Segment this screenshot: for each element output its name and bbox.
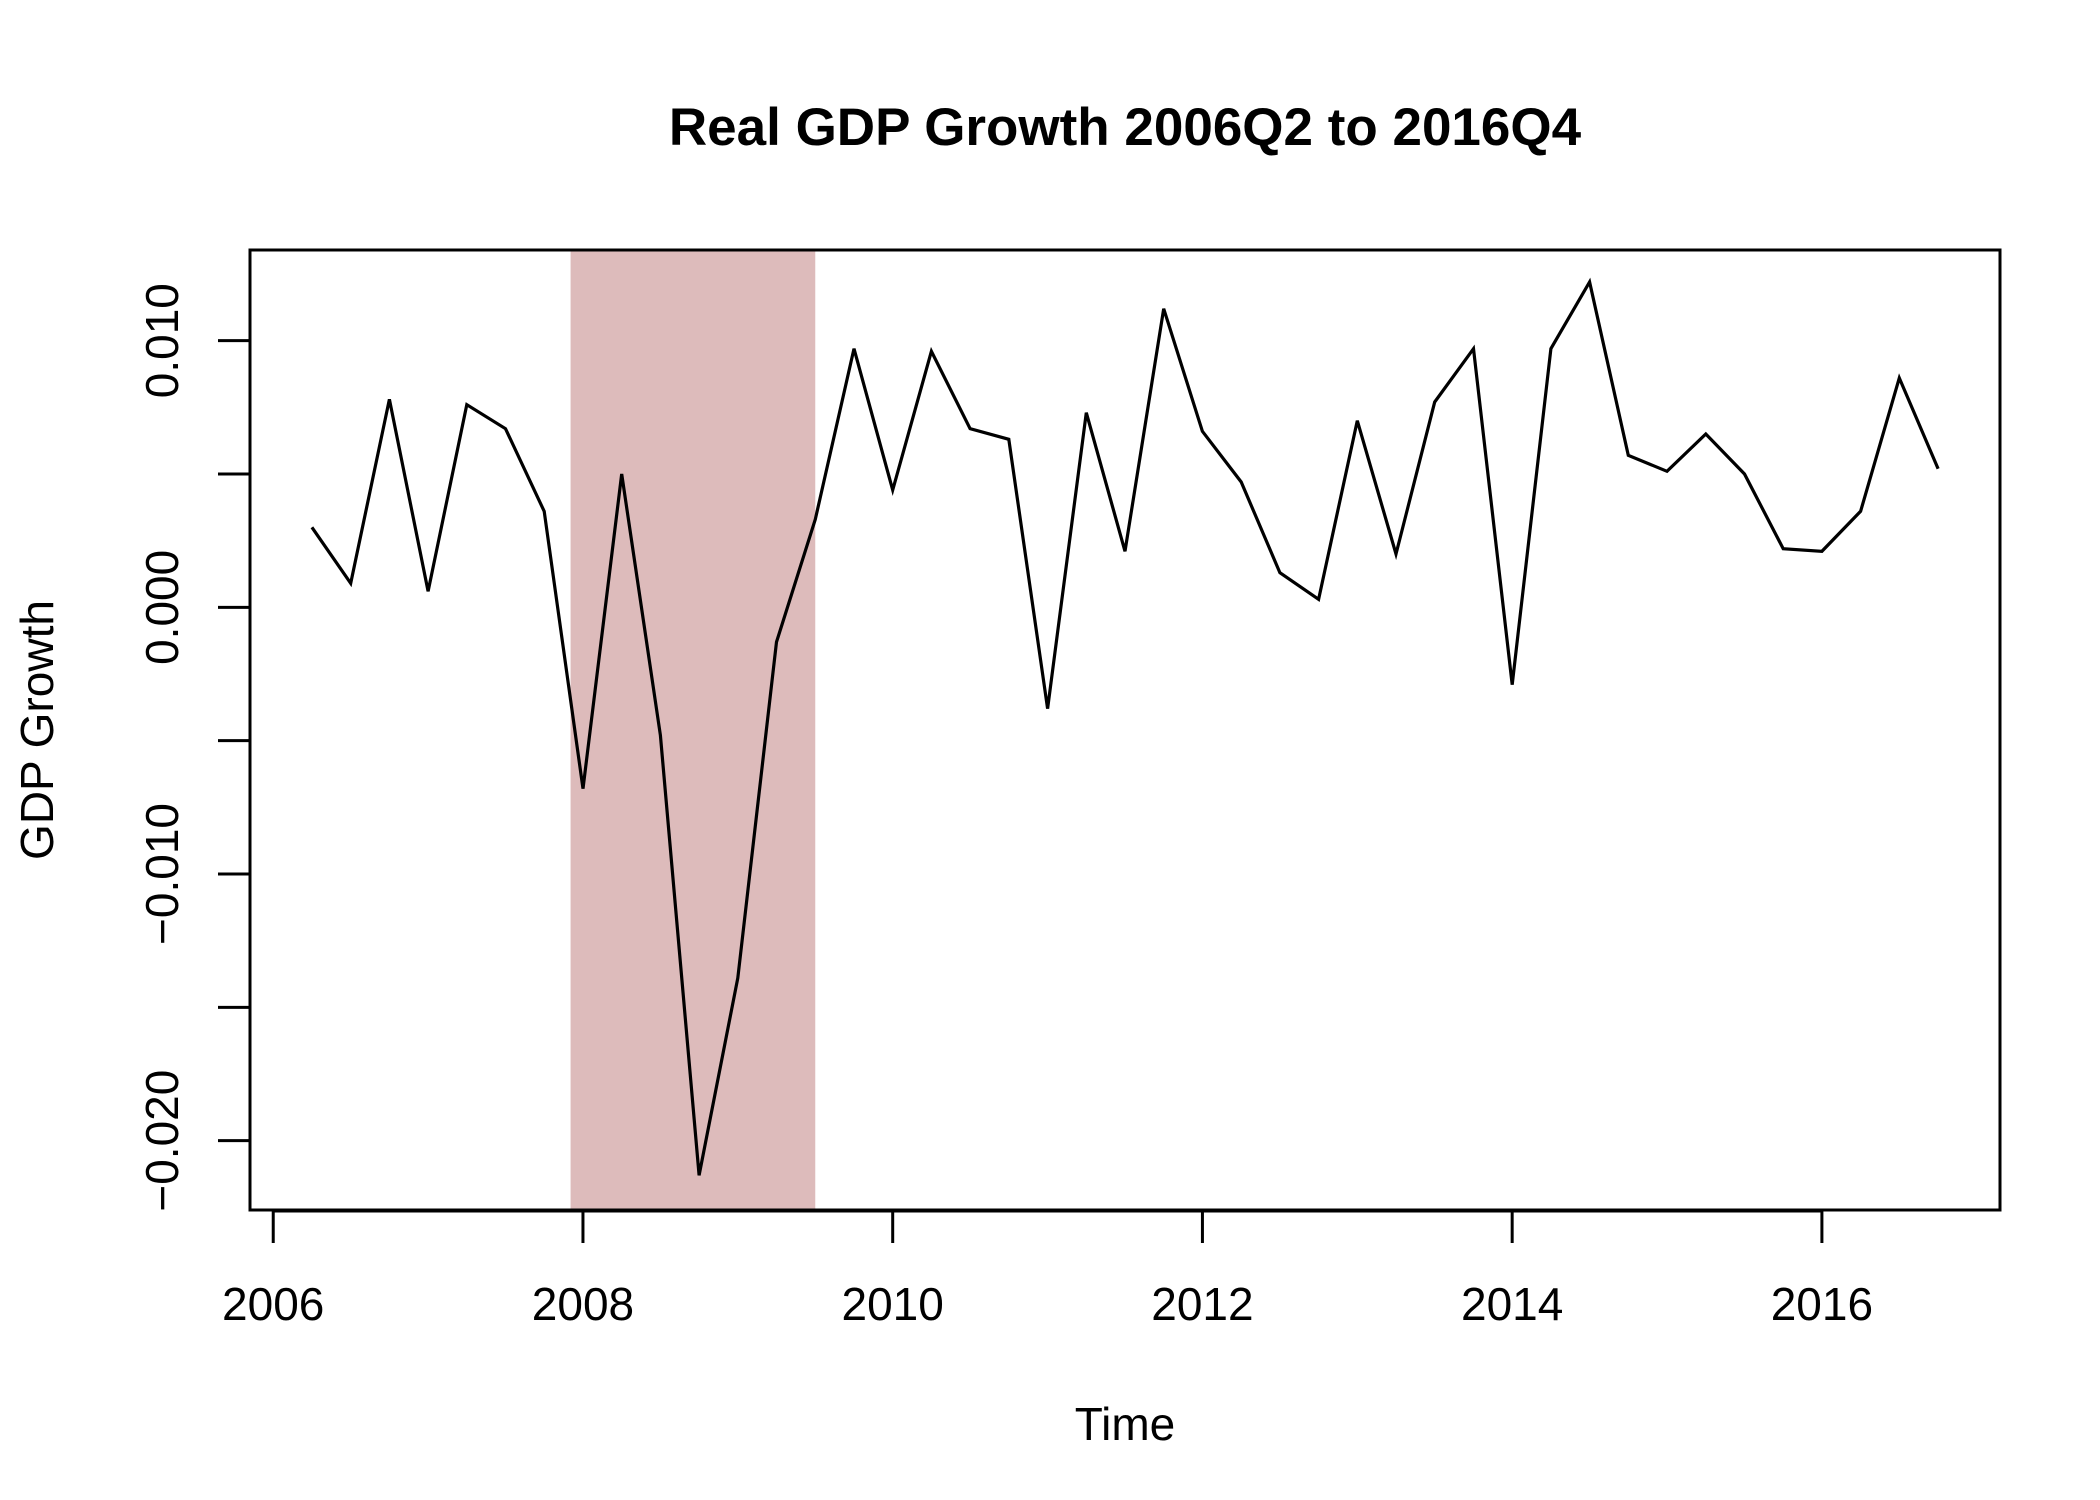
x-tick-label: 2014 [1461,1278,1563,1330]
data-point [465,403,469,407]
data-point [1200,429,1204,433]
y-axis-label: GDP Growth [11,600,63,860]
data-point [1626,453,1630,457]
data-points-layer [310,280,1940,1177]
data-point [1162,307,1166,311]
data-point [542,509,546,513]
data-point [1704,432,1708,436]
data-point [1549,347,1553,351]
data-point [1239,480,1243,484]
y-tick-label: 0.010 [136,283,188,398]
data-point [929,349,933,353]
chart-title: Real GDP Growth 2006Q2 to 2016Q4 [669,98,1582,157]
data-point [813,517,817,521]
data-point [1897,376,1901,380]
data-point [1820,549,1824,553]
data-point [581,787,585,791]
data-point [1471,347,1475,351]
data-point [1742,472,1746,476]
data-point [426,589,430,593]
plot-frame [248,248,2002,1212]
data-point [968,427,972,431]
data-point [1859,509,1863,513]
data-point [1665,469,1669,473]
data-point [1394,552,1398,556]
data-point [1510,683,1514,687]
y-axis: −0.020 −0.010 0.000 0.010 [136,283,252,1212]
data-point [852,347,856,351]
x-axis-label: Time [1075,1398,1176,1450]
data-point [658,733,662,737]
data-point [1046,707,1050,711]
x-tick-label: 2016 [1771,1278,1873,1330]
data-point [1433,400,1437,404]
y-tick-label: −0.020 [136,1070,188,1212]
data-point [1781,547,1785,551]
x-tick-label: 2006 [222,1278,324,1330]
data-point [1123,549,1127,553]
series-line-gdp-growth [310,277,1940,1176]
recession-shading-layer [570,250,816,1210]
data-point [387,397,391,401]
data-point [1317,597,1321,601]
data-point [1936,467,1940,471]
data-point [1007,437,1011,441]
data-point [504,427,508,431]
data-point [310,525,314,529]
recession-shading [570,250,816,1210]
data-point [891,488,895,492]
x-tick-label: 2012 [1151,1278,1253,1330]
data-point [736,976,740,980]
data-point [1278,571,1282,575]
data-point [1084,411,1088,415]
y-tick-label: −0.010 [136,803,188,945]
data-point [1588,280,1592,284]
data-point [697,1173,701,1177]
data-point [1355,419,1359,423]
x-axis: 2006 2008 2010 2012 2014 2016 [222,1209,1873,1330]
y-tick-label: 0.000 [136,550,188,665]
x-tick-label: 2008 [532,1278,634,1330]
data-point [775,640,779,644]
data-point [349,581,353,585]
data-point [620,472,624,476]
x-tick-label: 2010 [842,1278,944,1330]
